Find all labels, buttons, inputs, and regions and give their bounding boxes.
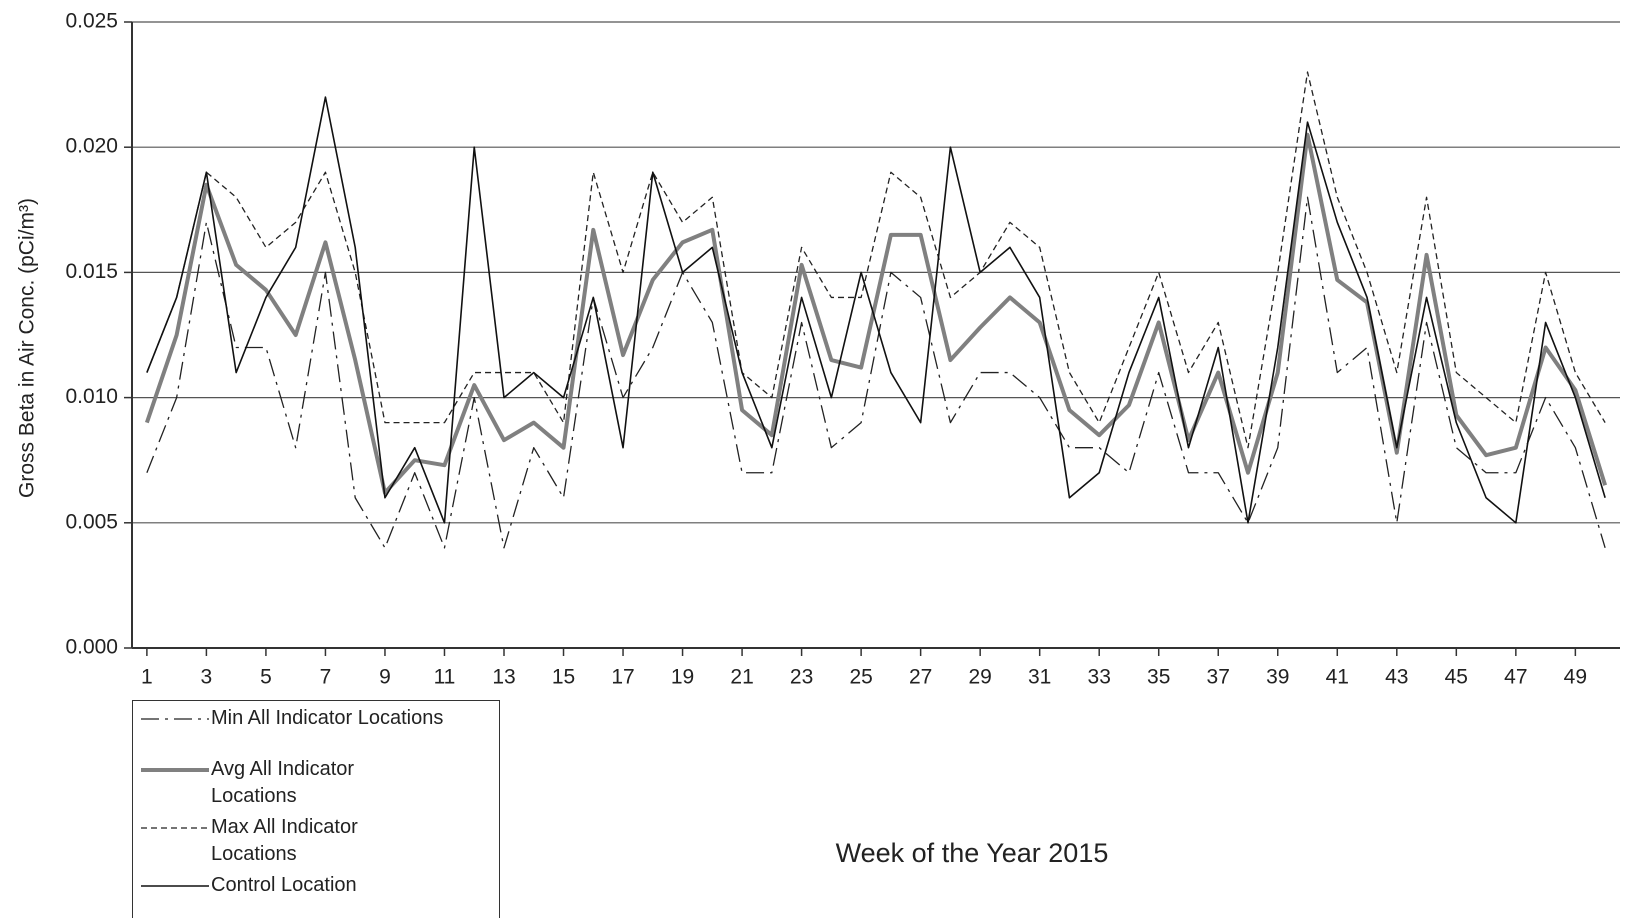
x-tick-label: 19 [671, 666, 694, 689]
x-tick-label: 45 [1445, 666, 1468, 689]
x-tick-label: 13 [492, 666, 515, 689]
x-tick-label: 29 [968, 666, 991, 689]
x-tick-label: 17 [611, 666, 634, 689]
y-tick-label: 0.025 [65, 10, 118, 33]
x-tick-label: 31 [1028, 666, 1051, 689]
x-tick-label: 23 [790, 666, 813, 689]
x-tick-label: 11 [434, 666, 456, 689]
x-tick-label: 39 [1266, 666, 1289, 689]
legend-label: Avg All Indicator Locations [211, 758, 355, 807]
x-tick-label: 3 [201, 666, 213, 689]
x-tick-label: 27 [909, 666, 932, 689]
y-tick-label: 0.015 [65, 260, 118, 283]
legend-entry: Min All Indicator Locations [139, 705, 493, 732]
y-axis-label: Gross Beta in Air Conc. (pCi/m³) [16, 198, 39, 498]
legend-entry: Avg All Indicator Locations [139, 756, 493, 810]
y-tick-label: 0.005 [65, 510, 118, 533]
x-tick-label: 5 [260, 666, 272, 689]
legend-label: Min All Indicator Locations [211, 707, 444, 729]
x-tick-label: 15 [552, 666, 575, 689]
legend-swatch [141, 718, 209, 720]
x-tick-label: 21 [730, 666, 753, 689]
legend-label: Control Location [211, 874, 357, 896]
x-tick-label: 9 [379, 666, 391, 689]
x-tick-label: 49 [1564, 666, 1587, 689]
x-axis-label: Week of the Year 2015 [836, 838, 1109, 868]
legend-swatch [141, 885, 209, 887]
series-line [144, 132, 1608, 495]
series-line [146, 196, 1606, 549]
x-tick-label: 35 [1147, 666, 1170, 689]
y-tick-label: 0.010 [65, 385, 118, 408]
x-tick-label: 33 [1088, 666, 1111, 689]
y-tick-label: 0.000 [65, 636, 118, 659]
series-line [146, 96, 1606, 524]
y-tick-label: 0.020 [65, 135, 118, 158]
x-tick-label: 41 [1326, 666, 1349, 689]
x-tick-label: 43 [1385, 666, 1408, 689]
legend-swatch [141, 768, 209, 772]
legend-swatch [141, 827, 209, 829]
legend-entry: Control Location [139, 872, 493, 899]
x-tick-label: 7 [320, 666, 332, 689]
legend: Min All Indicator Locations Avg All Indic… [132, 700, 500, 918]
x-tick-label: 37 [1207, 666, 1230, 689]
legend-label: Max All Indicator Locations [211, 816, 358, 865]
legend-entry: Max All Indicator Locations [139, 814, 493, 868]
x-tick-label: 25 [849, 666, 872, 689]
x-tick-label: 1 [141, 666, 153, 689]
x-tick-label: 47 [1504, 666, 1527, 689]
